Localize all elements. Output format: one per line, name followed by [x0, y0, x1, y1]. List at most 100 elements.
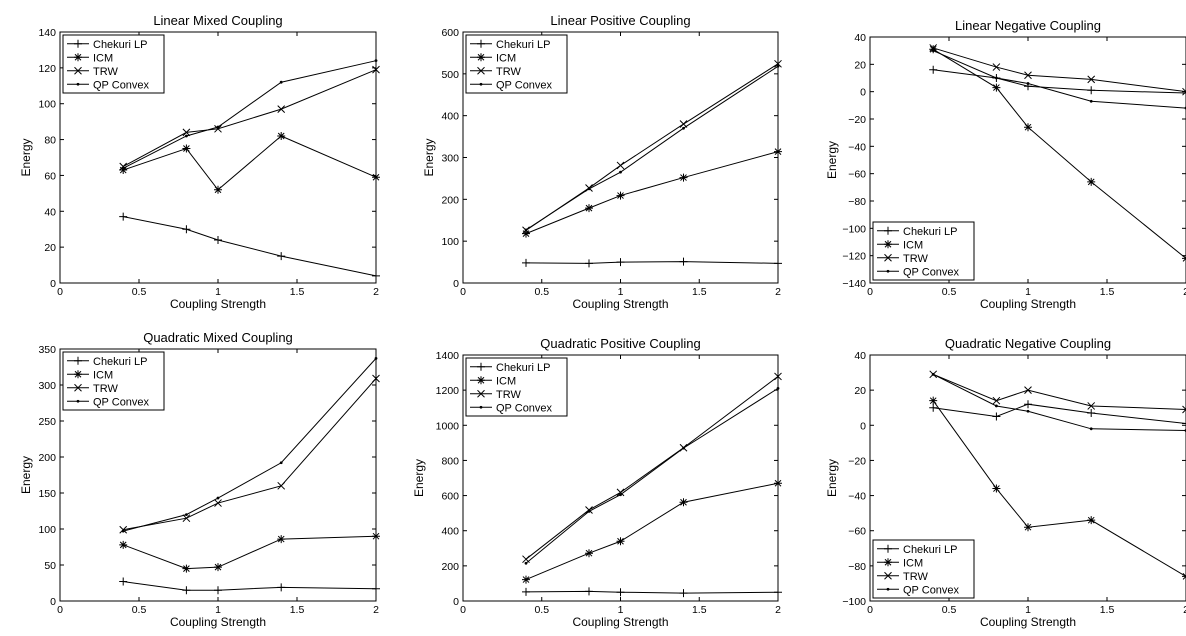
data-point: [119, 212, 128, 221]
data-point: [374, 356, 378, 360]
data-point: [585, 506, 593, 514]
data-point: [587, 509, 591, 513]
legend-label: TRW: [496, 66, 521, 78]
data-point: [1182, 419, 1186, 428]
series-line: [525, 482, 779, 581]
x-tick-label: 1.5: [692, 604, 707, 616]
series-chekuri-lp: [119, 212, 380, 280]
series-trw: [929, 370, 1186, 414]
data-point: [372, 271, 380, 280]
data-point: [992, 83, 1001, 92]
y-tick-label: 300: [441, 153, 459, 165]
y-tick-label: 0: [50, 596, 56, 608]
data-point: [522, 575, 530, 584]
data-point: [214, 499, 222, 507]
y-tick-label: 400: [441, 526, 459, 538]
data-point: [1024, 523, 1032, 532]
series-chekuri-lp: [119, 577, 380, 595]
data-point: [1087, 75, 1096, 84]
legend-marker: [74, 66, 82, 75]
y-tick-label: 100: [38, 99, 56, 111]
x-tick-label: 0: [867, 286, 873, 298]
data-point: [679, 589, 688, 598]
data-point: [774, 59, 782, 68]
series-line: [933, 47, 1186, 93]
legend-label: QP Convex: [496, 79, 553, 91]
data-point: [1089, 427, 1093, 431]
legend-marker: [477, 53, 485, 62]
y-tick-label: 0: [860, 420, 866, 432]
x-tick-label: 2: [373, 286, 379, 298]
data-point: [776, 386, 780, 390]
data-point: [679, 173, 688, 182]
data-point: [277, 252, 286, 261]
legend-marker: [74, 370, 82, 379]
x-tick-label: 1: [1025, 604, 1031, 616]
legend-marker: [76, 399, 80, 403]
series-chekuri-lp: [522, 257, 782, 268]
x-tick-label: 0.5: [132, 286, 147, 298]
y-tick-label: 60: [44, 170, 56, 182]
legend-marker: [479, 405, 483, 409]
data-point: [119, 162, 128, 171]
data-point: [214, 185, 222, 194]
y-tick-label: 20: [44, 242, 56, 254]
data-point: [1024, 386, 1032, 394]
data-point: [522, 587, 530, 596]
data-point: [372, 173, 380, 182]
legend-label: QP Convex: [93, 396, 150, 408]
y-tick-label: 600: [441, 491, 459, 503]
y-tick-label: −60: [848, 526, 866, 538]
legend-marker: [477, 66, 485, 75]
y-tick-label: 20: [854, 59, 866, 71]
data-point: [585, 204, 593, 213]
y-tick-label: 40: [44, 206, 56, 218]
data-point: [121, 529, 125, 533]
x-tick-label: 1.5: [1100, 604, 1115, 616]
y-tick-label: 150: [38, 488, 56, 500]
y-tick-label: −100: [842, 223, 866, 235]
x-tick-label: 0: [867, 604, 873, 616]
legend-box: [872, 221, 975, 281]
legend-marker: [74, 383, 82, 392]
data-point: [372, 374, 380, 383]
series-qp-convex: [931, 49, 1186, 110]
y-axis-label: Energy: [825, 459, 839, 497]
legend-marker: [884, 253, 892, 262]
data-point: [522, 229, 530, 238]
x-tick-label: 1.5: [1100, 286, 1115, 298]
y-tick-label: −80: [848, 561, 866, 573]
legend-box: [872, 539, 975, 599]
data-point: [185, 513, 188, 516]
series-line: [123, 535, 377, 570]
data-point: [182, 128, 191, 137]
y-tick-label: 140: [38, 27, 56, 39]
y-tick-label: 0: [860, 87, 866, 99]
data-point: [119, 166, 128, 175]
series-chekuri-lp: [929, 400, 1186, 428]
legend-label: Chekuri LP: [93, 356, 147, 368]
y-tick-label: −80: [848, 196, 866, 208]
chart-title: Linear Positive Coupling: [550, 13, 690, 28]
x-tick-label: 2: [1183, 286, 1186, 298]
series-trw: [119, 65, 380, 171]
legend-box: [62, 351, 165, 411]
series-line: [123, 581, 377, 591]
series-icm: [522, 147, 782, 238]
data-point: [682, 126, 685, 130]
series-qp-convex: [524, 64, 780, 232]
y-tick-label: −120: [842, 251, 866, 263]
series-qp-convex: [524, 386, 780, 565]
y-tick-label: 500: [441, 69, 459, 81]
data-point: [774, 259, 782, 268]
legend-label: ICM: [903, 239, 923, 251]
data-point: [992, 63, 1001, 71]
legend-label: Chekuri LP: [903, 226, 957, 238]
legend-marker: [884, 240, 892, 249]
legend-marker: [477, 362, 485, 371]
data-point: [1087, 402, 1096, 410]
data-point: [929, 65, 938, 74]
chart-panel-2: 0 0.5 1 1.5 2 0 100 200 300 400 500 600 Linear Posit…: [422, 13, 782, 311]
data-point: [119, 577, 128, 586]
